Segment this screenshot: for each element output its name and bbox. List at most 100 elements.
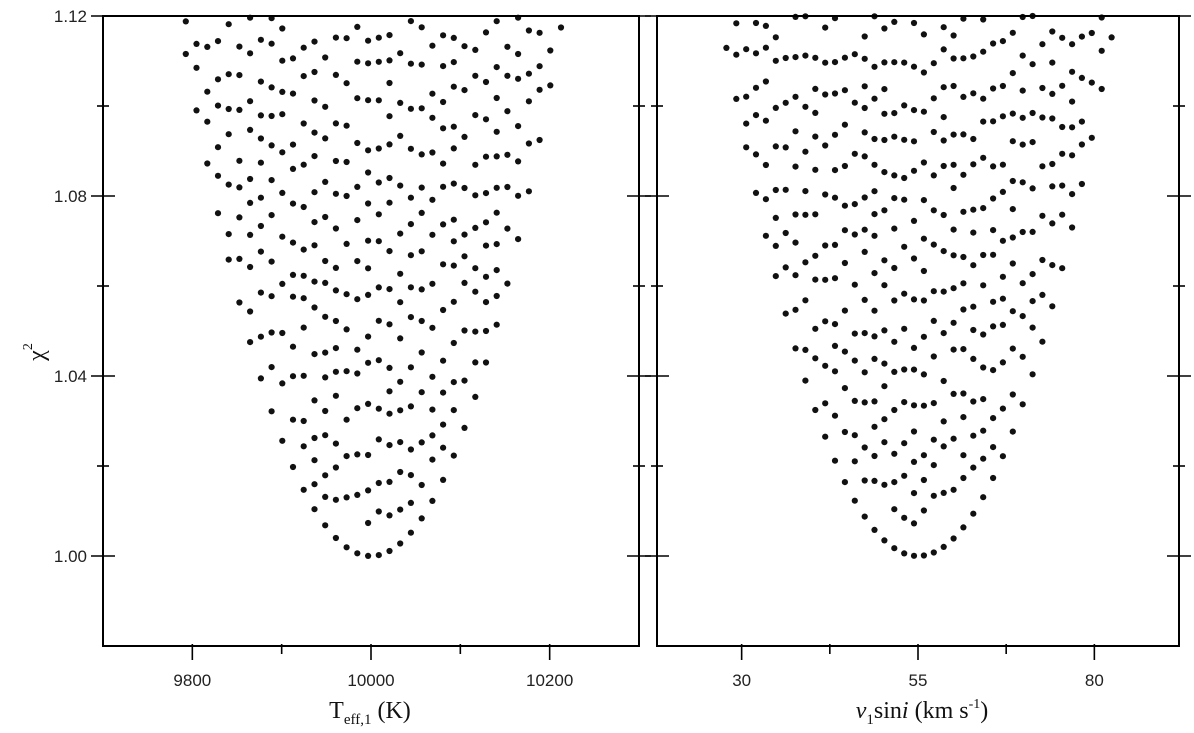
data-point (841, 307, 849, 314)
data-point (891, 506, 898, 513)
data-point (1078, 180, 1085, 188)
data-point (871, 452, 878, 460)
data-point (482, 153, 490, 160)
data-point (450, 379, 457, 386)
data-point (782, 54, 789, 62)
data-point (999, 188, 1007, 195)
data-point (482, 78, 490, 86)
data-point (418, 61, 425, 68)
data-point (279, 233, 286, 240)
data-point (950, 161, 957, 168)
data-point (792, 54, 799, 61)
data-point (910, 458, 918, 465)
data-point (999, 321, 1007, 328)
data-point (354, 258, 361, 265)
data-point (930, 462, 937, 469)
data-point (980, 154, 987, 161)
data-point (407, 252, 414, 259)
data-point (861, 513, 868, 520)
data-point (812, 211, 819, 218)
data-point (482, 29, 490, 36)
data-point (1029, 228, 1036, 235)
data-point (723, 44, 730, 52)
data-point (1019, 141, 1026, 148)
data-point (472, 161, 479, 168)
data-point (1069, 191, 1076, 198)
data-point (990, 227, 997, 234)
data-point (802, 259, 809, 266)
data-point (772, 143, 779, 150)
data-point (999, 295, 1007, 302)
data-point (960, 171, 967, 178)
data-point (247, 339, 254, 346)
data-point (910, 552, 918, 559)
data-point (1029, 61, 1036, 68)
data-point (461, 43, 468, 50)
data-point (182, 18, 189, 25)
data-point (407, 364, 414, 371)
data-point (822, 59, 829, 66)
data-point (1108, 34, 1115, 41)
data-point (247, 308, 254, 315)
data-point (891, 133, 898, 140)
data-point (247, 199, 254, 206)
data-point (332, 264, 339, 271)
data-point (762, 117, 770, 124)
data-point (440, 306, 447, 314)
data-point (515, 192, 522, 199)
x-tick-label: 10000 (347, 671, 394, 690)
data-point (525, 140, 533, 147)
data-point (311, 351, 318, 358)
data-point (970, 432, 977, 439)
data-point (851, 201, 858, 208)
data-point (901, 472, 908, 479)
data-point (365, 147, 372, 154)
data-point (214, 38, 222, 45)
data-point (851, 330, 858, 337)
data-point (386, 321, 393, 328)
data-point (1059, 182, 1066, 189)
data-point (950, 184, 957, 192)
data-point (322, 432, 329, 439)
data-point (300, 203, 307, 211)
data-point (429, 373, 436, 380)
data-point (950, 486, 957, 493)
data-point (1009, 70, 1016, 77)
data-point (812, 355, 819, 362)
data-point (440, 98, 447, 106)
data-point (386, 174, 393, 182)
data-point (980, 494, 987, 501)
data-point (762, 44, 770, 51)
data-point (515, 158, 522, 165)
data-point (536, 29, 543, 36)
data-point (792, 345, 799, 352)
data-point (970, 161, 977, 168)
data-point (332, 190, 339, 197)
data-point (418, 151, 425, 158)
data-point (182, 50, 189, 58)
data-point (214, 76, 222, 83)
data-point (812, 133, 819, 140)
data-point (482, 242, 490, 249)
data-point (365, 519, 372, 527)
data-point (257, 112, 264, 119)
data-point (289, 343, 297, 350)
data-point (289, 239, 297, 246)
data-point (950, 55, 957, 62)
data-point (354, 451, 361, 458)
data-point (429, 280, 436, 287)
data-point (450, 83, 457, 90)
data-point (461, 231, 468, 238)
data-point (332, 345, 339, 352)
data-point (812, 166, 819, 173)
data-point (354, 95, 361, 102)
data-point (930, 549, 937, 556)
data-point (365, 400, 372, 407)
data-point (950, 435, 957, 442)
data-point (1059, 82, 1066, 89)
data-point (910, 344, 918, 351)
data-point (407, 529, 414, 536)
data-point (1029, 324, 1036, 331)
data-point (386, 478, 393, 485)
data-point (461, 87, 468, 94)
